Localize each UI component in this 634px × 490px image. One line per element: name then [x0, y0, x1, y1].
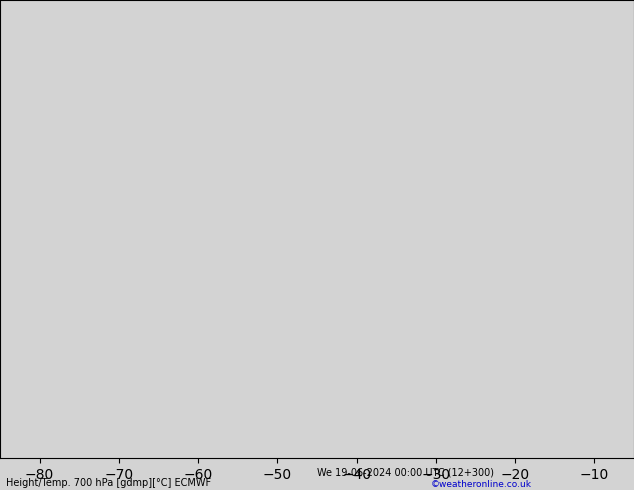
Text: We 19-06-2024 00:00 UTC (12+300): We 19-06-2024 00:00 UTC (12+300)	[317, 468, 494, 478]
Text: Height/Temp. 700 hPa [gdmp][°C] ECMWF: Height/Temp. 700 hPa [gdmp][°C] ECMWF	[6, 478, 212, 488]
Text: ©weatheronline.co.uk: ©weatheronline.co.uk	[431, 480, 532, 489]
